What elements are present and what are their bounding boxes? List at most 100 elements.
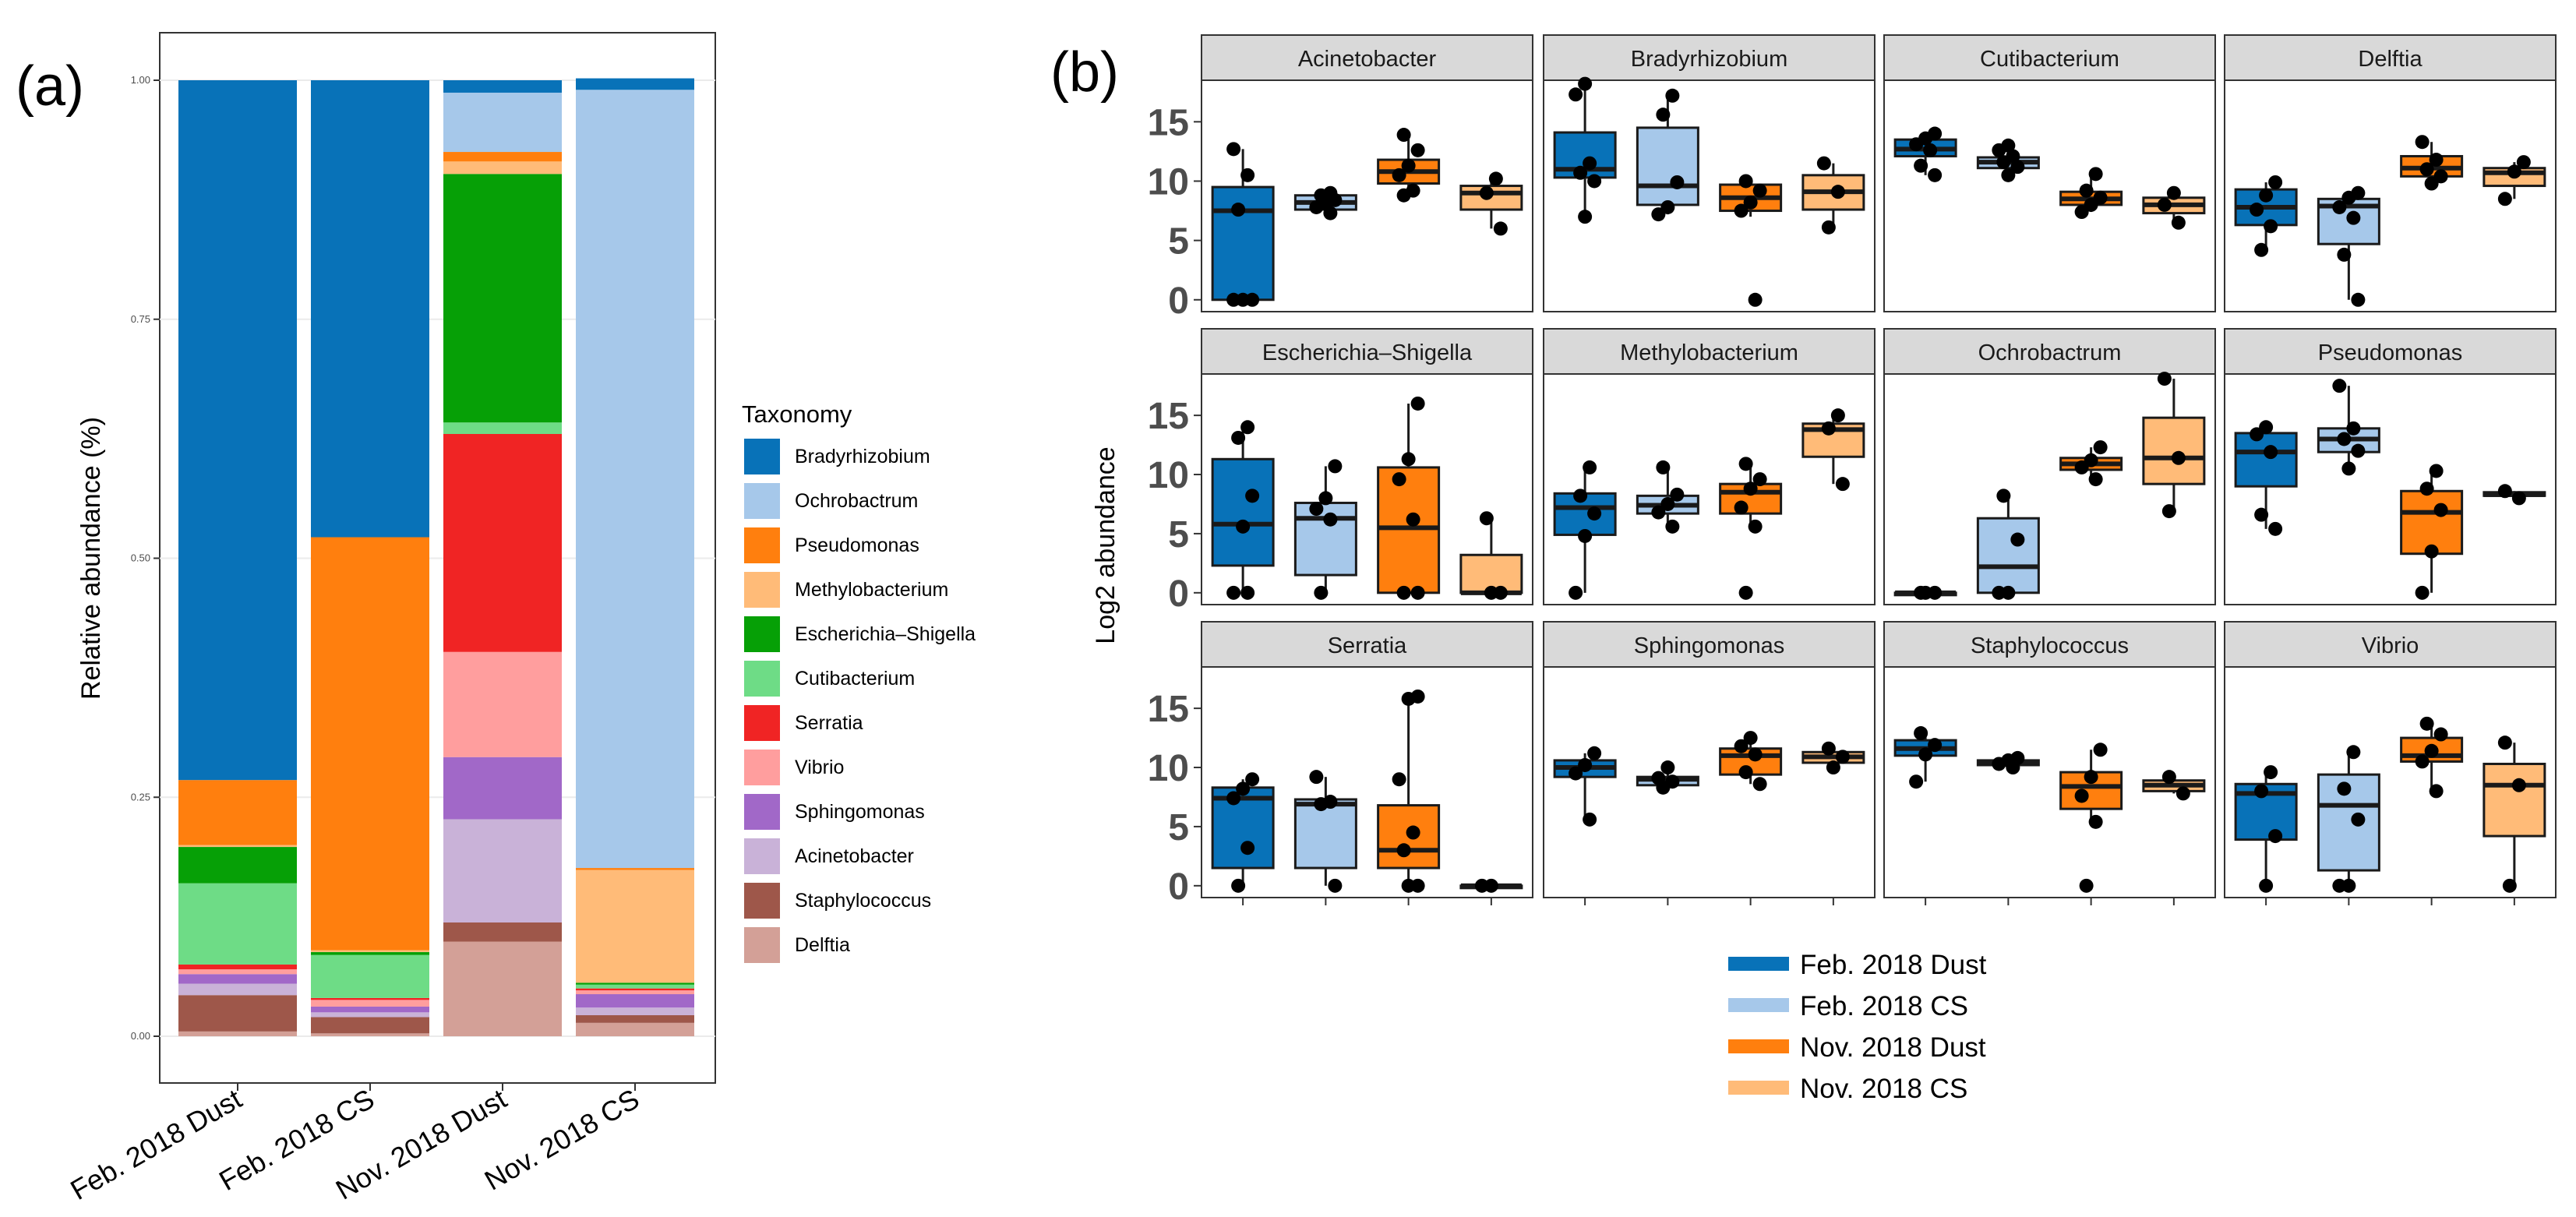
data-point: [1583, 812, 1597, 827]
facet-title: Vibrio: [2362, 633, 2419, 658]
data-point: [2001, 585, 2016, 600]
facet-strip: [1201, 621, 1533, 668]
data-point: [1651, 771, 1666, 785]
data-point: [1392, 168, 1406, 182]
data-point: [1660, 199, 1675, 214]
y-tick-label: 0.00: [131, 1030, 150, 1042]
legend-label: Cutibacterium: [795, 668, 915, 690]
y-tick-label: 0.25: [131, 791, 150, 803]
data-point: [2268, 175, 2283, 189]
data-point: [2337, 432, 2352, 446]
data-point: [1410, 878, 1425, 893]
y-tick-label: 10: [1148, 455, 1189, 496]
bar-segment-sphingomonas: [576, 994, 694, 1008]
data-point: [2415, 754, 2430, 769]
data-point: [1309, 770, 1324, 785]
data-point: [1752, 472, 1767, 487]
data-point: [2424, 743, 2439, 758]
data-point: [1240, 585, 1255, 600]
bar-segment-delftia: [178, 1031, 297, 1036]
y-tick-label: 0: [1168, 573, 1189, 615]
data-point: [2502, 878, 2517, 893]
data-point: [1396, 843, 1411, 858]
data-point: [2093, 743, 2108, 757]
data-point: [2337, 247, 2352, 262]
facet-escherichia-shigella: Escherichia–Shigella 0 5 10 15: [1148, 328, 1533, 615]
y-tick-label: 10: [1148, 161, 1189, 203]
data-point: [1748, 519, 1763, 534]
bar-segment-bradyrhizobium: [576, 78, 694, 90]
bar-segment-delftia: [311, 1033, 429, 1036]
data-point: [1578, 76, 1593, 91]
data-point: [2351, 812, 2366, 827]
legend-label: Serratia: [795, 712, 863, 734]
data-point: [1660, 496, 1675, 511]
facet-panel: [1883, 373, 2216, 605]
data-point: [1573, 489, 1588, 503]
y-tick-label: 1.00: [131, 74, 150, 86]
y-tick-label: 15: [1148, 396, 1189, 437]
data-point: [1479, 511, 1494, 526]
data-point: [1821, 741, 1836, 756]
data-point: [2088, 472, 2103, 487]
boxplot-facet-grid: Log2 abundance Acinetobacter 0 5 10 15 Bradyrh…: [1091, 34, 2557, 1104]
legend-swatch-feb-2018-dust: [1728, 957, 1789, 971]
y-tick-label: 0: [1168, 866, 1189, 908]
data-point: [1738, 457, 1753, 471]
facet-ochrobactrum: Ochrobactrum: [1883, 328, 2216, 605]
data-point: [1928, 168, 1943, 182]
bar-segment-pseudomonas: [311, 537, 429, 951]
data-point: [1587, 174, 1602, 189]
facet-strip: [1883, 621, 2216, 668]
data-point: [2264, 445, 2278, 460]
bar-segment-staphylococcus: [443, 922, 562, 942]
data-point: [2497, 735, 2512, 750]
data-point: [2001, 168, 2016, 182]
legend-label: Methylobacterium: [795, 579, 948, 601]
facet-title: Sphingomonas: [1634, 633, 1784, 658]
legend-label: Ochrobactrum: [795, 490, 918, 512]
data-point: [2254, 784, 2269, 799]
data-point: [1245, 489, 1260, 503]
y-tick-label: 0.75: [131, 313, 150, 325]
box-nov-2018-cs: [2482, 762, 2546, 838]
data-point: [1236, 519, 1251, 534]
legend-label-b: Nov. 2018 CS: [1800, 1074, 1967, 1104]
bar-segment-bradyrhizobium: [443, 80, 562, 93]
data-point: [1830, 185, 1845, 199]
facet-title: Staphylococcus: [1971, 633, 2129, 658]
legend-label: Staphylococcus: [795, 890, 931, 912]
data-point: [1928, 738, 1943, 753]
facet-title: Pseudomonas: [2318, 340, 2462, 365]
data-point: [1573, 165, 1588, 180]
data-point: [1835, 750, 1850, 764]
data-point: [1240, 168, 1255, 182]
data-point: [2175, 786, 2190, 801]
data-point: [2259, 878, 2274, 893]
data-point: [2161, 504, 2176, 519]
bar-segment-vibrio: [178, 969, 297, 975]
box-feb-2018-cs: [1293, 798, 1357, 870]
data-point: [2332, 199, 2347, 214]
box-nov-2018-dust: [2400, 489, 2464, 556]
data-point: [1226, 142, 1241, 157]
data-point: [1656, 108, 1671, 122]
data-point: [1226, 585, 1241, 600]
data-point: [1738, 585, 1753, 600]
data-point: [2157, 372, 2172, 386]
facet-title: Methylobacterium: [1620, 340, 1798, 365]
facet-strip: [1883, 34, 2216, 81]
data-point: [2088, 814, 2103, 829]
facet-cutibacterium: Cutibacterium: [1883, 34, 2216, 312]
data-point: [2079, 183, 2094, 198]
legend-swatch-feb-2018-cs: [1728, 998, 1789, 1012]
data-point: [1318, 491, 1333, 506]
data-point: [1660, 760, 1675, 775]
facet-strip: [1543, 328, 1876, 375]
legend-key-bradyrhizobium: [744, 439, 780, 474]
facet-title: Delftia: [2358, 47, 2422, 72]
data-point: [2429, 464, 2444, 478]
box-feb-2018-cs: [1636, 126, 1699, 206]
data-point: [2511, 491, 2526, 506]
